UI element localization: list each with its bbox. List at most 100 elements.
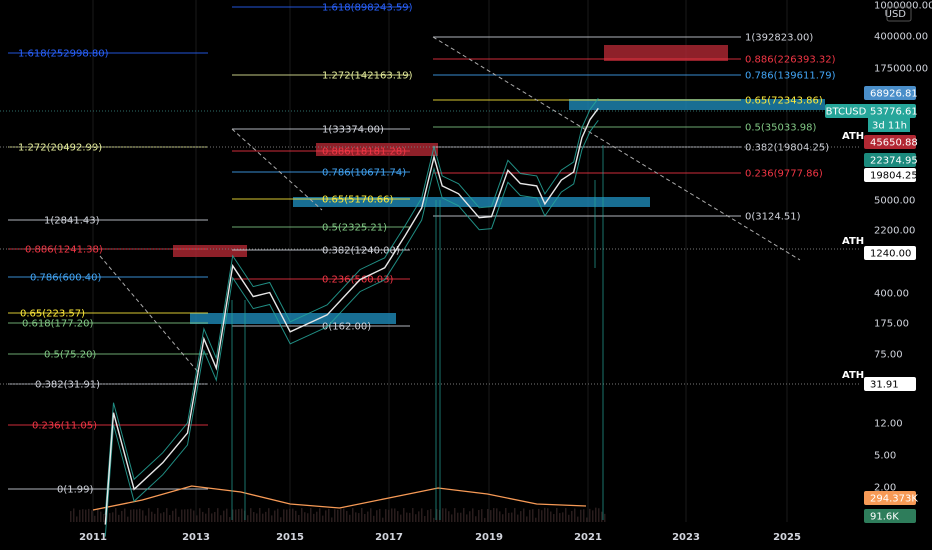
volume-bar-220 [220,515,222,522]
volume-bar-553 [553,514,555,522]
volume-bar-364 [364,514,366,522]
volume-bar-73 [73,508,75,522]
volume-bar-424 [424,516,426,522]
volume-bar-571 [571,510,573,522]
volume-bar-376 [376,510,378,522]
volume-bar-355 [355,512,357,522]
band-lower [104,120,599,537]
volume-bar-277 [277,508,279,522]
volume-bar-271 [271,515,273,522]
volume-bar-79 [79,509,81,522]
volume-bar-187 [187,509,189,522]
volume-bar-496 [496,508,498,522]
volume-bar-394 [394,508,396,522]
fib-label-23: 0.618(177.20) [22,319,94,330]
currency-box [886,6,912,22]
volume-bar-589 [589,508,591,522]
volume-bar-430 [430,508,432,522]
volume-bar-196 [196,515,198,522]
price-line [104,107,599,525]
volume-bar-562 [562,512,564,522]
volume-bar-505 [505,508,507,522]
volume-bar-565 [565,508,567,522]
volume-bar-160 [160,513,162,522]
volume-bar-448 [448,511,450,522]
volume-bar-280 [280,517,282,522]
volume-bar-265 [265,511,267,522]
volume-bar-532 [532,509,534,522]
fib-label-6: 0.65(72343.86) [745,96,823,107]
volume-bar-256 [256,513,258,522]
volume-bar-409 [409,512,411,522]
volume-bar-214 [214,512,216,522]
x-tick-2023: 2023 [672,532,700,543]
volume-bar-391 [391,508,393,522]
volume-bar-469 [469,511,471,522]
volume-bar-556 [556,508,558,522]
price-badge-text-6: 31.91 [870,380,899,391]
volume-bar-529 [529,509,531,522]
fib-label-16: 0(3124.51) [745,212,801,223]
volume-bar-559 [559,513,561,522]
trend-line-0 [432,36,801,261]
volume-bar-70 [70,511,72,522]
price-badge-7 [864,491,916,505]
volume-bar-412 [412,508,414,522]
volume-bar-484 [484,517,486,522]
volume-bar-112 [112,512,114,522]
volume-bar-349 [349,514,351,522]
volume-bar-118 [118,514,120,522]
volume-bar-199 [199,508,201,522]
fib-label-1: 1.618(252998.80) [18,49,109,60]
ath-label-2: ATH [842,370,864,381]
y-tick-13: 75.00 [874,350,903,361]
volume-bar-319 [319,508,321,522]
zone-blue-2021 [569,99,825,110]
volume-bar-460 [460,512,462,522]
volume-bar-457 [457,512,459,522]
volume-bar-403 [403,508,405,522]
volume-bar-109 [109,513,111,522]
volume-bar-88 [88,508,90,522]
volume-bar-274 [274,510,276,522]
band-upper [104,98,599,515]
volume-bar-475 [475,516,477,522]
volume-bar-259 [259,508,261,522]
fib-label-20: 0.786(600.40) [30,273,102,284]
volume-bar-301 [301,508,303,522]
trend-line-2 [99,255,199,373]
volume-bar-397 [397,511,399,522]
volume-bar-286 [286,509,288,522]
fib-label-14: 0.65(5170.66) [322,195,394,206]
volume-bar-202 [202,511,204,522]
volume-bar-76 [76,516,78,522]
x-tick-2019: 2019 [475,532,503,543]
zone-red-2021 [604,45,728,61]
volume-bar-325 [325,510,327,522]
x-tick-2017: 2017 [375,532,403,543]
volume-bar-241 [241,508,243,522]
volume-bar-358 [358,513,360,522]
volume-bar-520 [520,511,522,522]
x-tick-2013: 2013 [182,532,210,543]
volume-bar-586 [586,517,588,522]
volume-bar-583 [583,509,585,522]
volume-bar-247 [247,515,249,522]
volume-bar-421 [421,508,423,522]
fib-label-4: 1.272(142163.19) [322,71,413,82]
currency-label: USD [885,9,907,20]
volume-bar-580 [580,509,582,522]
volume-bar-283 [283,509,285,522]
volume-bar-295 [295,510,297,522]
volume-bar-148 [148,508,150,522]
volume-bar-133 [133,509,135,522]
price-badge-0 [864,86,916,100]
y-tick-16: 5.00 [874,451,896,462]
volume-bar-250 [250,508,252,522]
volume-bar-574 [574,508,576,522]
volume-bar-511 [511,512,513,522]
price-badge-text-1: 53776.61 [870,107,918,118]
fib-label-17: 1(2841.43) [44,216,100,227]
volume-bar-454 [454,508,456,522]
